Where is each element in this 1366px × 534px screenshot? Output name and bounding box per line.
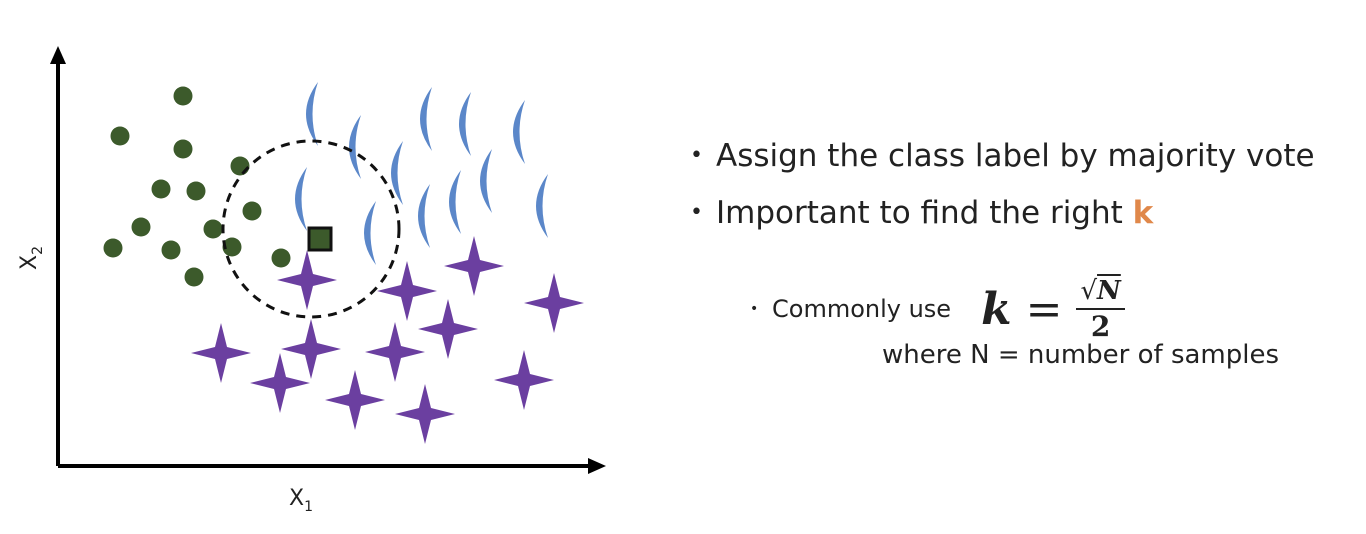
bullet-find-k-text: Important to find the right bbox=[716, 195, 1133, 231]
fraction-bar bbox=[1076, 308, 1125, 310]
crescent-point bbox=[420, 87, 432, 151]
knn-diagram: X1 X2 bbox=[17, 46, 606, 515]
k-formula: k = √N 2 bbox=[981, 274, 1125, 344]
star-point bbox=[377, 261, 437, 321]
circle-point bbox=[131, 217, 151, 237]
circle-point bbox=[186, 181, 206, 201]
formula-n: N bbox=[1097, 276, 1121, 306]
bullet-dot: • bbox=[690, 200, 703, 225]
sub-bullet-common-use: • Commonly use k = √N 2 bbox=[750, 274, 1125, 344]
x-axis-arrow bbox=[588, 458, 606, 474]
crescent-point bbox=[295, 167, 307, 231]
highlight-k: k bbox=[1132, 195, 1154, 231]
formula-denominator: 2 bbox=[1090, 310, 1111, 343]
star-point bbox=[250, 353, 310, 413]
circle-point bbox=[203, 219, 223, 239]
star-point bbox=[191, 323, 251, 383]
formula-numerator: √N bbox=[1076, 274, 1124, 308]
radical-sign: √ bbox=[1080, 276, 1098, 306]
sub-bullet-dot: • bbox=[750, 301, 759, 317]
bullet-dot: • bbox=[690, 143, 703, 168]
circle-point bbox=[110, 126, 130, 146]
circle-point bbox=[230, 156, 250, 176]
crescent-point bbox=[513, 100, 525, 164]
star-point bbox=[325, 370, 385, 430]
circle-point bbox=[222, 237, 242, 257]
bullet-find-k: • Important to find the right k bbox=[690, 193, 1153, 233]
crescent-point bbox=[449, 170, 461, 234]
y-axis-label: X2 bbox=[17, 246, 46, 270]
query-point bbox=[307, 226, 333, 252]
circle-point bbox=[173, 139, 193, 159]
circle-point bbox=[184, 267, 204, 287]
formula-fraction: √N 2 bbox=[1076, 274, 1125, 344]
crescent-point bbox=[364, 201, 376, 265]
star-point bbox=[524, 273, 584, 333]
crescent-point bbox=[536, 174, 548, 238]
crescent-point bbox=[306, 82, 318, 146]
star-point bbox=[365, 322, 425, 382]
circle-point bbox=[103, 238, 123, 258]
y-axis-arrow bbox=[50, 46, 66, 64]
x-axis-label: X1 bbox=[289, 486, 313, 515]
bullet-majority-vote-text: Assign the class label by majority vote bbox=[716, 138, 1315, 174]
circle-class-points bbox=[103, 86, 291, 287]
crescent-class-points bbox=[295, 82, 548, 265]
neighborhood-circle bbox=[221, 139, 401, 319]
where-caption: where N = number of samples bbox=[882, 340, 1280, 370]
circle-point bbox=[173, 86, 193, 106]
crescent-point bbox=[349, 115, 361, 179]
circle-point bbox=[161, 240, 181, 260]
star-point bbox=[418, 299, 478, 359]
star-point bbox=[395, 384, 455, 444]
star-class-points bbox=[191, 236, 584, 444]
sub-bullet-text: Commonly use bbox=[772, 295, 952, 323]
formula-equals: = bbox=[1025, 283, 1063, 335]
bullet-majority-vote: • Assign the class label by majority vote bbox=[690, 136, 1315, 176]
formula-k: k bbox=[981, 283, 1012, 335]
circle-point bbox=[242, 201, 262, 221]
star-point bbox=[281, 319, 341, 379]
crescent-point bbox=[459, 92, 471, 156]
axes bbox=[50, 46, 606, 474]
crescent-point bbox=[418, 184, 430, 248]
circle-point bbox=[271, 248, 291, 268]
star-point bbox=[444, 236, 504, 296]
star-point bbox=[494, 350, 554, 410]
crescent-point bbox=[480, 149, 492, 213]
circle-point bbox=[151, 179, 171, 199]
